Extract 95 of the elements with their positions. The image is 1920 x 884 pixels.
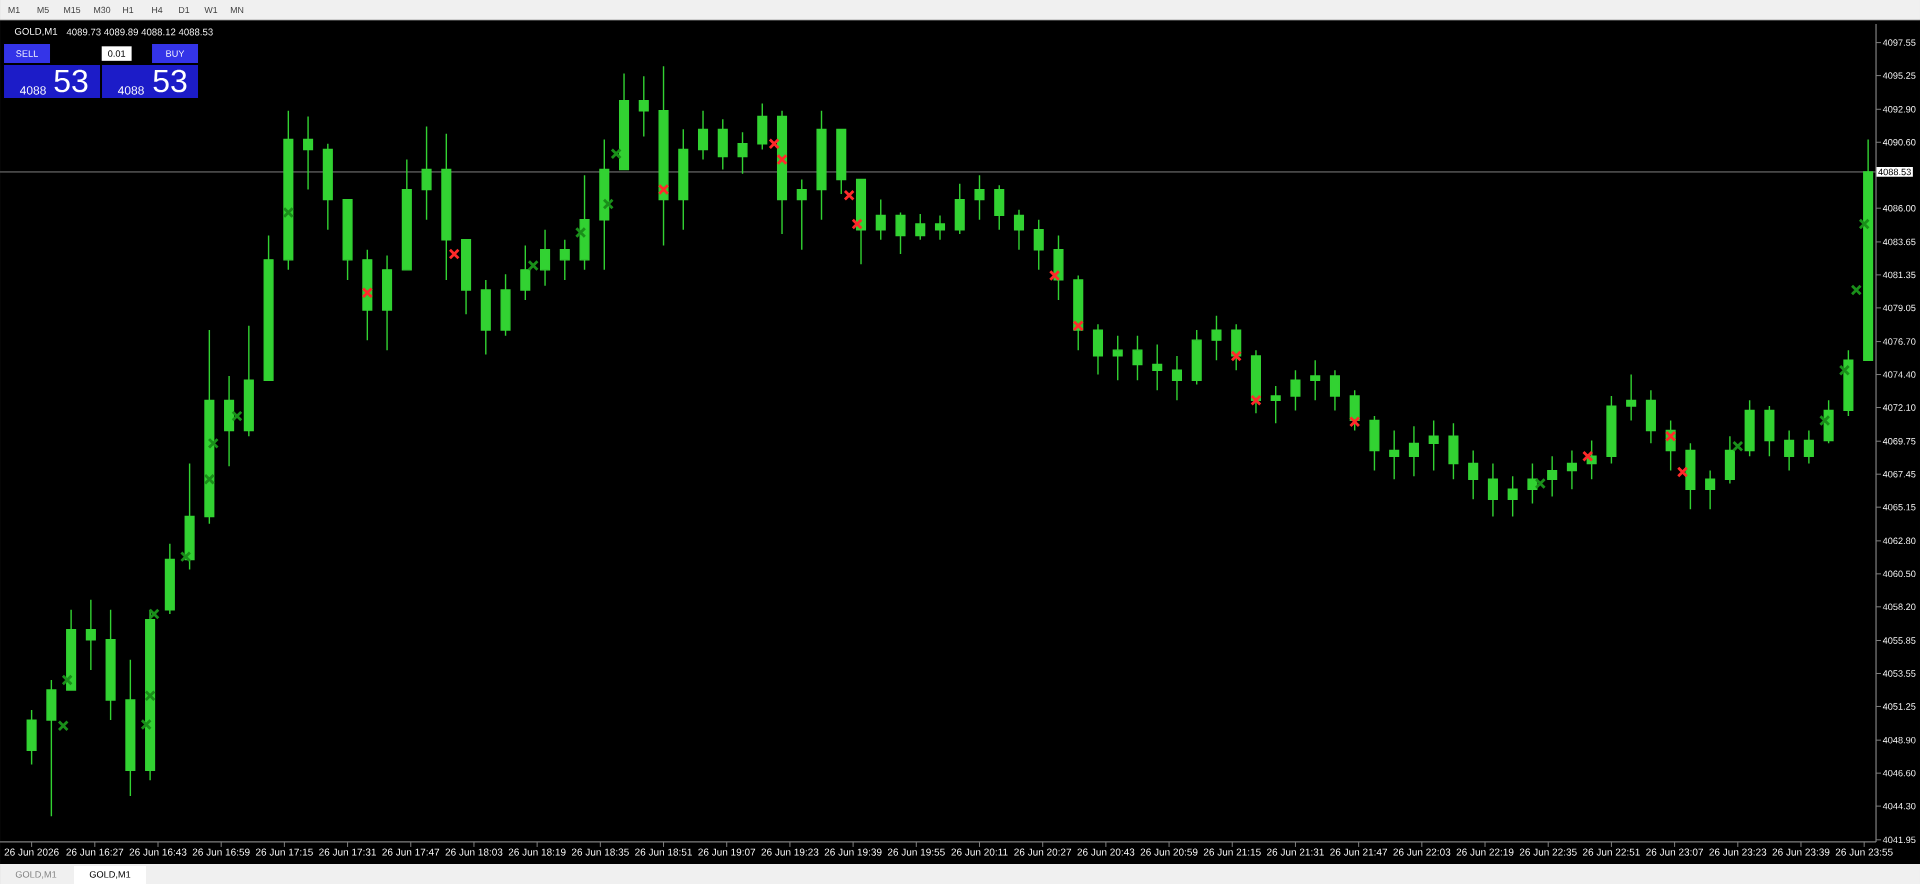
candlestick bbox=[1132, 335, 1143, 381]
candlestick bbox=[125, 659, 136, 797]
candlestick bbox=[303, 115, 314, 191]
point bbox=[574, 226, 587, 239]
candlestick bbox=[875, 198, 886, 241]
candlestick bbox=[26, 709, 37, 766]
point bbox=[1850, 284, 1862, 296]
candlestick bbox=[1784, 429, 1795, 472]
candlestick bbox=[1171, 355, 1183, 402]
candlestick bbox=[934, 214, 946, 241]
candlestick bbox=[974, 174, 985, 221]
candlestick bbox=[461, 239, 472, 316]
candlestick bbox=[164, 543, 175, 615]
candlestick bbox=[1448, 422, 1459, 480]
point bbox=[207, 437, 219, 449]
candlestick bbox=[105, 608, 116, 721]
candlestick bbox=[85, 598, 96, 671]
point bbox=[776, 153, 788, 166]
candlestick bbox=[1566, 449, 1577, 490]
candlestick bbox=[1329, 369, 1340, 412]
candlestick bbox=[1547, 455, 1558, 498]
candlestick bbox=[559, 239, 570, 281]
candlestick bbox=[1389, 429, 1400, 480]
point bbox=[1858, 218, 1870, 230]
candlestick bbox=[836, 128, 847, 195]
point bbox=[1582, 450, 1594, 462]
candlestick bbox=[658, 65, 669, 247]
candlestick bbox=[1250, 349, 1261, 414]
point bbox=[448, 248, 460, 260]
point bbox=[57, 720, 69, 732]
point bbox=[361, 287, 373, 299]
candlestick bbox=[1211, 315, 1222, 361]
annotation: 53 bbox=[153, 69, 187, 93]
candlestick bbox=[1645, 389, 1656, 445]
point bbox=[180, 550, 192, 563]
candlestick bbox=[954, 183, 965, 235]
candlestick bbox=[1468, 449, 1479, 500]
annotation: 53 bbox=[54, 69, 88, 93]
candlestick bbox=[283, 110, 294, 271]
point bbox=[144, 690, 156, 702]
candlestick bbox=[915, 213, 926, 241]
point bbox=[851, 218, 863, 230]
candlestick bbox=[678, 128, 689, 231]
point bbox=[1349, 416, 1361, 428]
candlestick bbox=[994, 184, 1005, 231]
point bbox=[140, 718, 152, 731]
candlestick bbox=[1803, 429, 1814, 465]
candlestick bbox=[1033, 218, 1044, 271]
candlestick bbox=[500, 273, 511, 337]
point bbox=[61, 674, 73, 686]
candlestick bbox=[1606, 395, 1617, 465]
point bbox=[148, 608, 160, 620]
point bbox=[1048, 269, 1061, 282]
candlestick bbox=[895, 211, 906, 255]
point bbox=[657, 183, 670, 196]
candlestick bbox=[717, 118, 728, 171]
point bbox=[610, 148, 622, 160]
point bbox=[231, 410, 243, 422]
point bbox=[1732, 440, 1744, 452]
point bbox=[1534, 477, 1546, 490]
candlestick bbox=[1092, 323, 1104, 376]
candlestick bbox=[1408, 425, 1419, 478]
candlestick bbox=[540, 229, 551, 287]
candlestick bbox=[1013, 208, 1025, 251]
candlestick bbox=[1764, 405, 1775, 457]
candlestick bbox=[480, 279, 491, 356]
point bbox=[768, 138, 780, 150]
point bbox=[1250, 394, 1262, 406]
point bbox=[602, 198, 614, 210]
point bbox=[1676, 466, 1689, 478]
candlestick bbox=[1290, 369, 1301, 412]
point bbox=[203, 473, 215, 485]
point bbox=[1230, 350, 1242, 362]
point bbox=[1819, 414, 1831, 427]
point bbox=[527, 259, 539, 272]
point bbox=[843, 189, 855, 201]
candlestick bbox=[1487, 462, 1498, 518]
candlestick bbox=[382, 254, 393, 351]
point bbox=[1838, 364, 1851, 376]
candlestick bbox=[342, 198, 353, 281]
candlestick bbox=[263, 234, 274, 381]
point bbox=[282, 206, 294, 219]
candlestick bbox=[322, 142, 333, 231]
candlestick bbox=[1191, 329, 1202, 386]
candlestick bbox=[816, 110, 827, 221]
point bbox=[1665, 430, 1677, 442]
candlestick bbox=[401, 158, 412, 271]
candlestick bbox=[1428, 419, 1439, 472]
candlestick bbox=[1626, 373, 1637, 422]
point bbox=[1072, 320, 1084, 332]
candlestick bbox=[1369, 415, 1380, 472]
candlestick bbox=[737, 131, 748, 175]
candlestick bbox=[1705, 469, 1716, 511]
candlestick bbox=[1112, 335, 1123, 381]
candlestick bbox=[697, 110, 709, 161]
